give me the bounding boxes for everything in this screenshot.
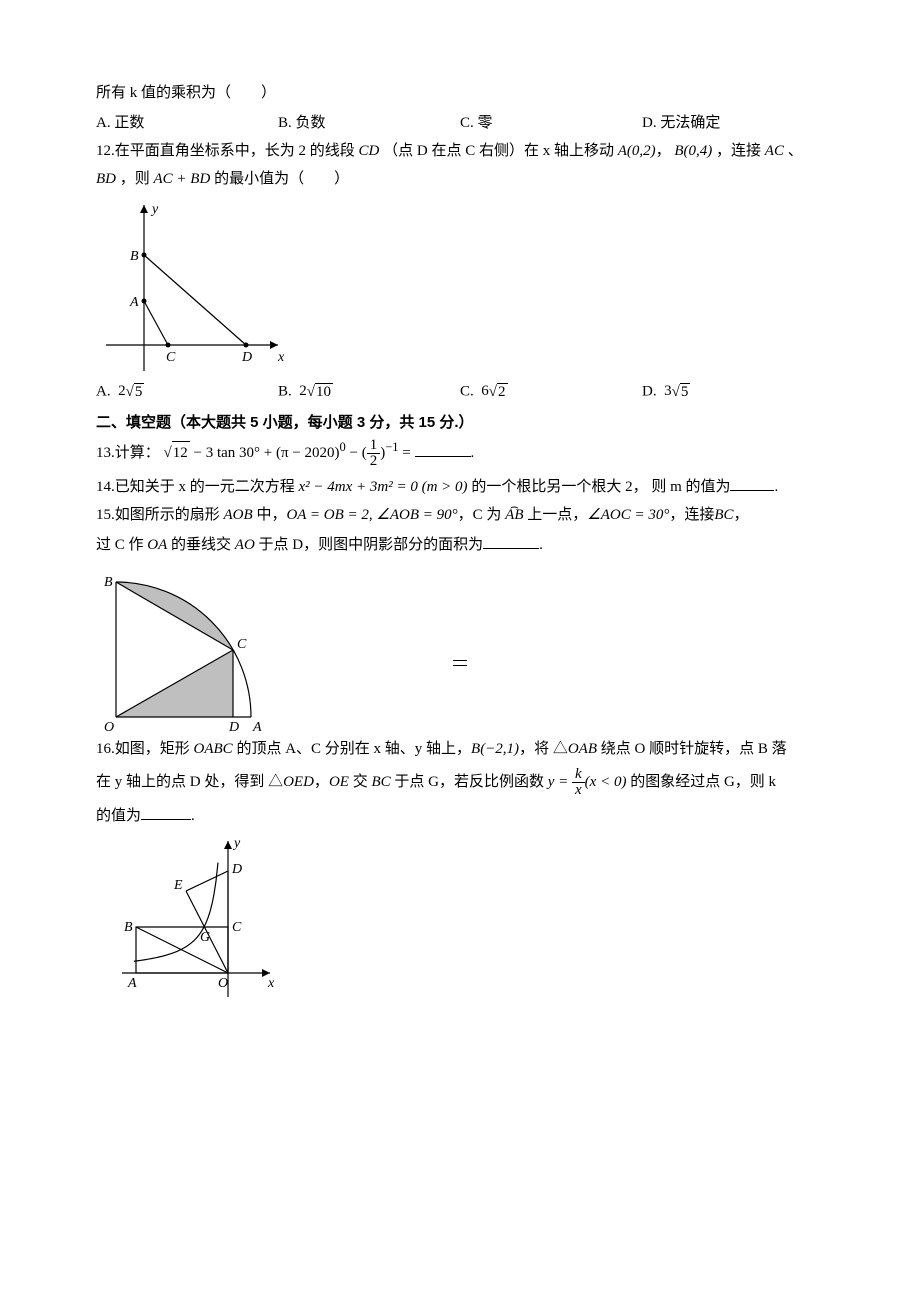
q15-figure: O A B C D [96,562,824,732]
q12-figure: y x A B C D [96,197,824,377]
q12-stem: 12.在平面直角坐标系中，长为 2 的线段 CD （点 D 在点 C 右侧）在 … [96,140,824,163]
svg-text:A: A [252,720,262,732]
svg-text:B: B [130,249,139,264]
q16-figure: O A B C D E Gx y [96,833,824,1003]
q11-stem: 所有 k 值的乘积为（ ） [96,82,824,105]
q13: 13.计算： √12 − 3 tan 30° + (π − 2020)0 − (… [96,438,824,469]
svg-text:B: B [104,575,113,590]
center-marker [453,660,467,670]
svg-text:D: D [231,862,242,877]
svg-text:x: x [277,350,285,365]
q11-options: A. 正数 B. 负数 C. 零 D. 无法确定 [96,111,824,132]
svg-text:y: y [232,836,241,851]
svg-text:C: C [232,920,242,935]
q12-opt-d: D. 3√5 [642,383,824,401]
q11-opt-d: D. 无法确定 [642,111,824,132]
q15-line2: 过 C 作 OA 的垂线交 AO 于点 D，则图中阴影部分的面积为. [96,533,824,557]
q16-line2: 在 y 轴上的点 D 处，得到 △OED，OE 交 BC 于点 G，若反比例函数… [96,767,824,798]
q15-line1: 15.如图所示的扇形 AOB 中，OA = OB = 2, ∠AOB = 90°… [96,504,824,527]
q12-options: A. 2√5 B. 2√10 C. 6√2 D. 3√5 [96,383,824,401]
svg-text:D: D [241,350,252,365]
svg-text:x: x [267,976,275,991]
svg-text:C: C [166,350,176,365]
svg-text:D: D [228,720,239,732]
q14: 14.已知关于 x 的一元二次方程 x² − 4mx + 3m² = 0 (m … [96,475,824,499]
q16-line1: 16.如图，矩形 OABC 的顶点 A、C 分别在 x 轴、y 轴上，B(−2,… [96,738,824,761]
svg-text:A: A [127,976,137,991]
q11-opt-a: A. 正数 [96,111,278,132]
q12-opt-a: A. 2√5 [96,383,278,401]
q12-opt-c: C. 6√2 [460,383,642,401]
svg-text:y: y [150,202,159,217]
svg-text:B: B [124,920,133,935]
svg-text:E: E [173,878,183,893]
svg-text:O: O [218,976,228,991]
svg-text:A: A [129,295,139,310]
q11-opt-b: B. 负数 [278,111,460,132]
q16-line3: 的值为. [96,804,824,828]
svg-text:O: O [104,720,114,732]
section-2-title: 二、填空题（本大题共 5 小题，每小题 3 分，共 15 分.） [96,411,824,432]
q12-stem-line2: BD ，则 AC + BD 的最小值为（ ） [96,168,824,191]
q11-opt-c: C. 零 [460,111,642,132]
svg-text:C: C [237,637,247,652]
q12-opt-b: B. 2√10 [278,383,460,401]
svg-text:G: G [200,930,210,945]
q11-prefix: 所有 k 值的乘积为（ ） [96,85,276,101]
